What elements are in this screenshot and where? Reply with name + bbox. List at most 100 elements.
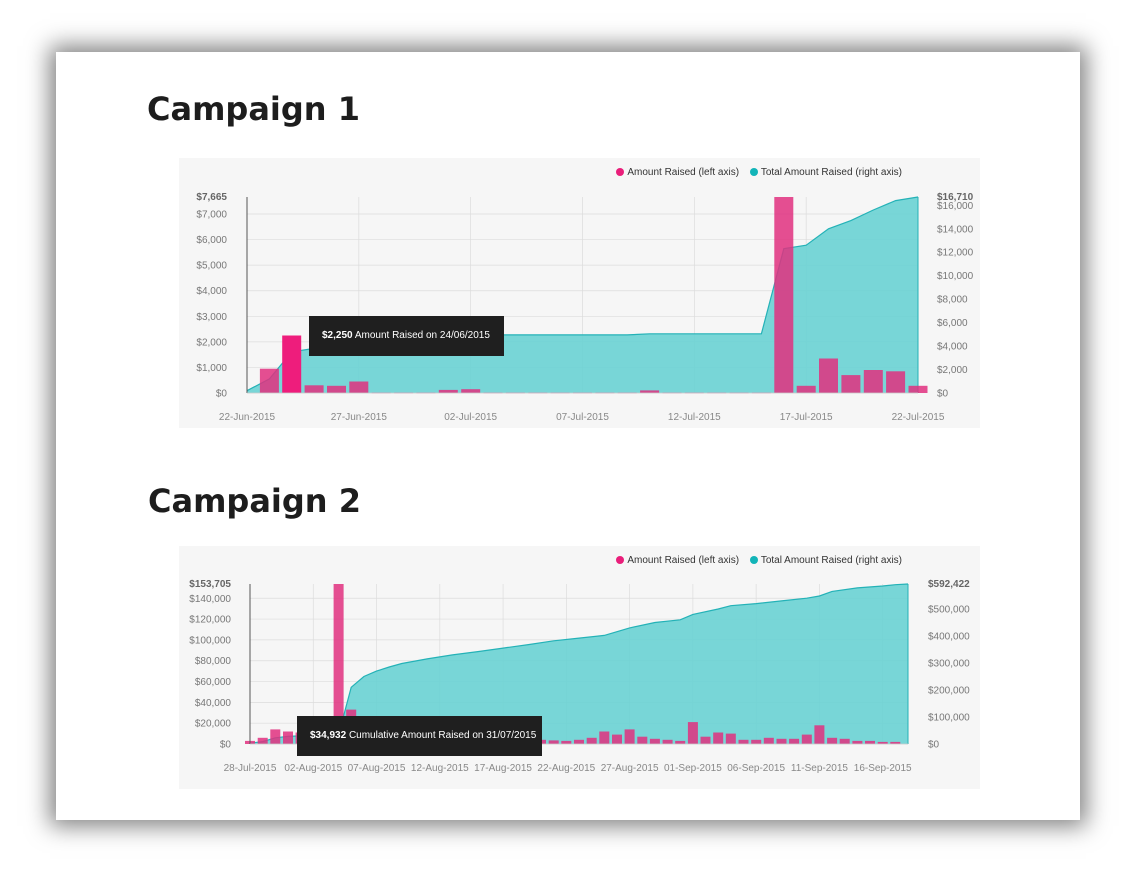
bar	[649, 738, 660, 744]
campaign-1-chart: $0 $1,000 $2,000 $3,000 $4,000 $5,000 $6,000 $7…	[179, 158, 980, 428]
bar	[738, 739, 749, 744]
right-axis-tick-label: $300,000	[928, 658, 970, 669]
right-axis-tick-label: $16,000	[937, 201, 974, 212]
bar	[612, 734, 622, 744]
bar	[890, 741, 901, 744]
right-axis-max-label: $16,710	[937, 192, 974, 203]
bar	[789, 738, 800, 744]
bar	[796, 385, 816, 393]
bar	[852, 740, 863, 744]
legend-dot-icon	[616, 168, 625, 176]
x-axis-tick-label: 17-Aug-2015	[474, 763, 532, 774]
x-axis-tick-label: 16-Sep-2015	[854, 763, 912, 774]
campaign-1-chart-svg: $0 $1,000 $2,000 $3,000 $4,000 $5,000 $6,000 $7…	[196, 192, 974, 423]
bar	[586, 737, 597, 744]
x-axis-tick-label: 11-Sep-2015	[791, 763, 849, 774]
left-axis-tick-label: $5,000	[196, 261, 227, 272]
legend-item-amount-raised[interactable]: Amount Raised (left axis)	[616, 167, 739, 178]
left-axis-tick-label: $7,000	[196, 210, 227, 221]
x-axis-tick-label: 27-Jun-2015	[331, 412, 388, 423]
legend-dot-icon	[616, 556, 625, 564]
left-axis-tick-label: $6,000	[196, 235, 227, 246]
tooltip-text: Cumulative Amount Raised on 31/07/2015	[348, 730, 537, 741]
campaign-2-legend: Amount Raised (left axis) Total Amount R…	[608, 555, 902, 566]
left-axis-tick-label: $80,000	[195, 656, 232, 667]
campaign-2-chart: $0 $20,000 $40,000 $60,000 $80,000 $100,000 $1…	[179, 546, 980, 789]
right-axis-tick-label: $2,000	[937, 365, 968, 376]
bar	[863, 370, 883, 393]
bar	[461, 389, 481, 393]
right-axis-tick-label: $200,000	[928, 685, 970, 696]
legend-dot-icon	[749, 168, 758, 176]
right-axis-tick-label: $8,000	[937, 295, 968, 306]
bar	[814, 725, 825, 744]
left-axis-tick-label: $2,000	[196, 337, 227, 348]
left-axis-tick-label: $1,000	[196, 363, 227, 374]
legend-label: Total Amount Raised (right axis)	[760, 167, 902, 178]
tooltip-text: Amount Raised on 24/06/2015	[354, 330, 490, 341]
left-axis-tick-label: $0	[216, 389, 228, 400]
dashboard-card: Campaign 1 $0 $1,000 $2,000 $3,000 $4,000 $5,…	[56, 52, 1080, 820]
x-axis-tick-label: 17-Jul-2015	[780, 412, 833, 423]
left-axis-max-label: $7,665	[196, 192, 227, 203]
legend-item-total-raised[interactable]: Total Amount Raised (right axis)	[749, 555, 902, 566]
tooltip-value: $2,250	[322, 330, 353, 341]
bar	[827, 737, 838, 744]
right-axis-tick-label: $10,000	[937, 271, 974, 282]
x-axis-tick-label: 22-Jul-2015	[892, 412, 945, 423]
bar	[774, 197, 794, 393]
right-axis-tick-label: $0	[937, 389, 949, 400]
bar	[725, 733, 736, 744]
bar	[257, 737, 268, 744]
bar	[270, 729, 281, 744]
campaign-1-heading: Campaign 1	[147, 90, 360, 128]
legend-label: Amount Raised (left axis)	[627, 167, 740, 178]
tooltip-value: $34,932	[310, 730, 347, 741]
bar	[865, 740, 875, 744]
bar	[713, 732, 724, 744]
x-axis-tick-label: 07-Jul-2015	[556, 412, 609, 423]
bar	[841, 375, 861, 393]
x-axis-tick-label: 02-Jul-2015	[444, 412, 497, 423]
x-axis-tick-label: 22-Aug-2015	[537, 763, 595, 774]
bar	[304, 385, 324, 393]
right-axis-tick-label: $12,000	[937, 248, 974, 259]
left-axis-tick-label: $60,000	[195, 677, 232, 688]
bar	[548, 740, 559, 744]
bar	[700, 736, 711, 744]
bar-highlighted	[282, 335, 302, 393]
right-axis-tick-label: $14,000	[937, 224, 974, 235]
bar	[877, 741, 888, 744]
x-axis-tick-label: 22-Jun-2015	[219, 412, 276, 423]
left-axis-tick-label: $4,000	[196, 286, 227, 297]
bar	[776, 738, 787, 744]
x-axis-tick-label: 01-Sep-2015	[664, 763, 722, 774]
bar	[886, 371, 906, 393]
legend-label: Total Amount Raised (right axis)	[760, 555, 902, 566]
campaign-1-tooltip: $2,250 Amount Raised on 24/06/2015	[309, 316, 504, 356]
x-axis-tick-label: 12-Jul-2015	[668, 412, 721, 423]
bar	[687, 722, 698, 744]
x-axis-tick-label: 12-Aug-2015	[411, 763, 469, 774]
left-axis-max-label: $153,705	[189, 579, 231, 590]
bar	[561, 740, 572, 744]
left-axis-tick-label: $20,000	[195, 719, 232, 730]
x-axis-tick-label: 28-Jul-2015	[224, 763, 277, 774]
left-axis-tick-label: $120,000	[189, 615, 231, 626]
left-axis-tick-label: $3,000	[196, 312, 227, 323]
campaign-2-heading: Campaign 2	[148, 482, 361, 520]
bar	[640, 390, 660, 393]
bar	[259, 368, 279, 393]
bar	[763, 737, 774, 744]
bar	[839, 738, 850, 744]
legend-dot-icon	[749, 556, 758, 564]
right-axis-tick-label: $400,000	[928, 631, 970, 642]
right-axis-tick-label: $0	[928, 740, 940, 751]
bar	[801, 734, 812, 744]
legend-item-total-raised[interactable]: Total Amount Raised (right axis)	[749, 167, 902, 178]
bar	[637, 736, 648, 744]
left-axis-tick-label: $100,000	[189, 635, 231, 646]
x-axis-tick-label: 06-Sep-2015	[727, 763, 785, 774]
legend-item-amount-raised[interactable]: Amount Raised (left axis)	[616, 555, 739, 566]
right-axis-tick-label: $100,000	[928, 712, 970, 723]
